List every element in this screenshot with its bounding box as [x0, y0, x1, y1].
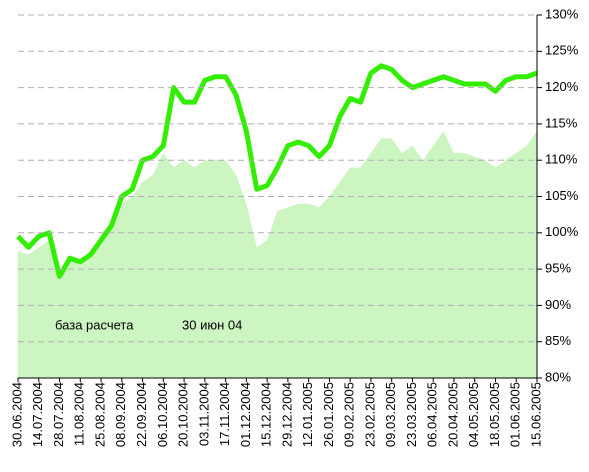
x-tick-label: 14.07.2004: [30, 382, 45, 447]
x-tick-label: 20.10.2004: [176, 382, 191, 447]
area: [18, 131, 537, 378]
x-tick-label: 18.05.2005: [487, 382, 502, 447]
x-tick-label: 17.11.2004: [217, 382, 232, 446]
x-tick-label: 15.12.2004: [259, 382, 274, 447]
line: [16, 63, 538, 279]
x-tick-label: 28.07.2004: [51, 382, 66, 447]
y-tick-label: 100%: [545, 224, 579, 239]
x-tick-label: 26.01.2005: [321, 382, 336, 447]
x-tick-label: 11.08.2004: [72, 382, 87, 446]
x-tick-label: 01.06.2005: [508, 382, 523, 447]
y-tick-label: 95%: [545, 261, 571, 276]
x-tick-label: 23.02.2005: [362, 382, 377, 447]
x-tick-label: 06.10.2004: [155, 382, 170, 447]
x-tick-label: 15.06.2005: [528, 382, 543, 447]
y-tick-label: 105%: [545, 188, 579, 203]
x-tick-label: 06.04.2005: [425, 382, 440, 447]
x-tick-label: 09.03.2005: [383, 382, 398, 447]
x-tick-label: 25.08.2004: [92, 382, 107, 447]
x-tick-label: 12.01.2005: [300, 382, 315, 447]
annotation: 30 июн 04: [182, 317, 242, 332]
x-tick-label: 20.04.2005: [445, 382, 460, 447]
y-tick-label: 115%: [545, 115, 578, 130]
y-tick-label: 125%: [545, 43, 579, 58]
x-tick-label: 01.12.2004: [238, 382, 253, 447]
y-tick-label: 110%: [545, 152, 578, 167]
x-tick-label: 04.05.2005: [466, 382, 481, 447]
annotation: база расчета: [55, 317, 134, 332]
x-tick-label: 23.03.2005: [404, 382, 419, 447]
x-tick-label: 29.12.2004: [279, 382, 294, 447]
y-tick-label: 120%: [545, 79, 579, 94]
x-tick-label: 08.09.2004: [113, 382, 128, 447]
y-tick-label: 90%: [545, 297, 571, 312]
x-tick-label: 09.02.2005: [342, 382, 357, 447]
x-tick-label: 22.09.2004: [134, 382, 149, 447]
y-tick-label: 80%: [545, 369, 571, 384]
x-tick-label: 30.06.2004: [9, 382, 24, 447]
y-tick-label: 130%: [545, 6, 579, 21]
x-tick-label: 03.11.2004: [196, 382, 211, 446]
y-tick-label: 85%: [545, 333, 571, 348]
